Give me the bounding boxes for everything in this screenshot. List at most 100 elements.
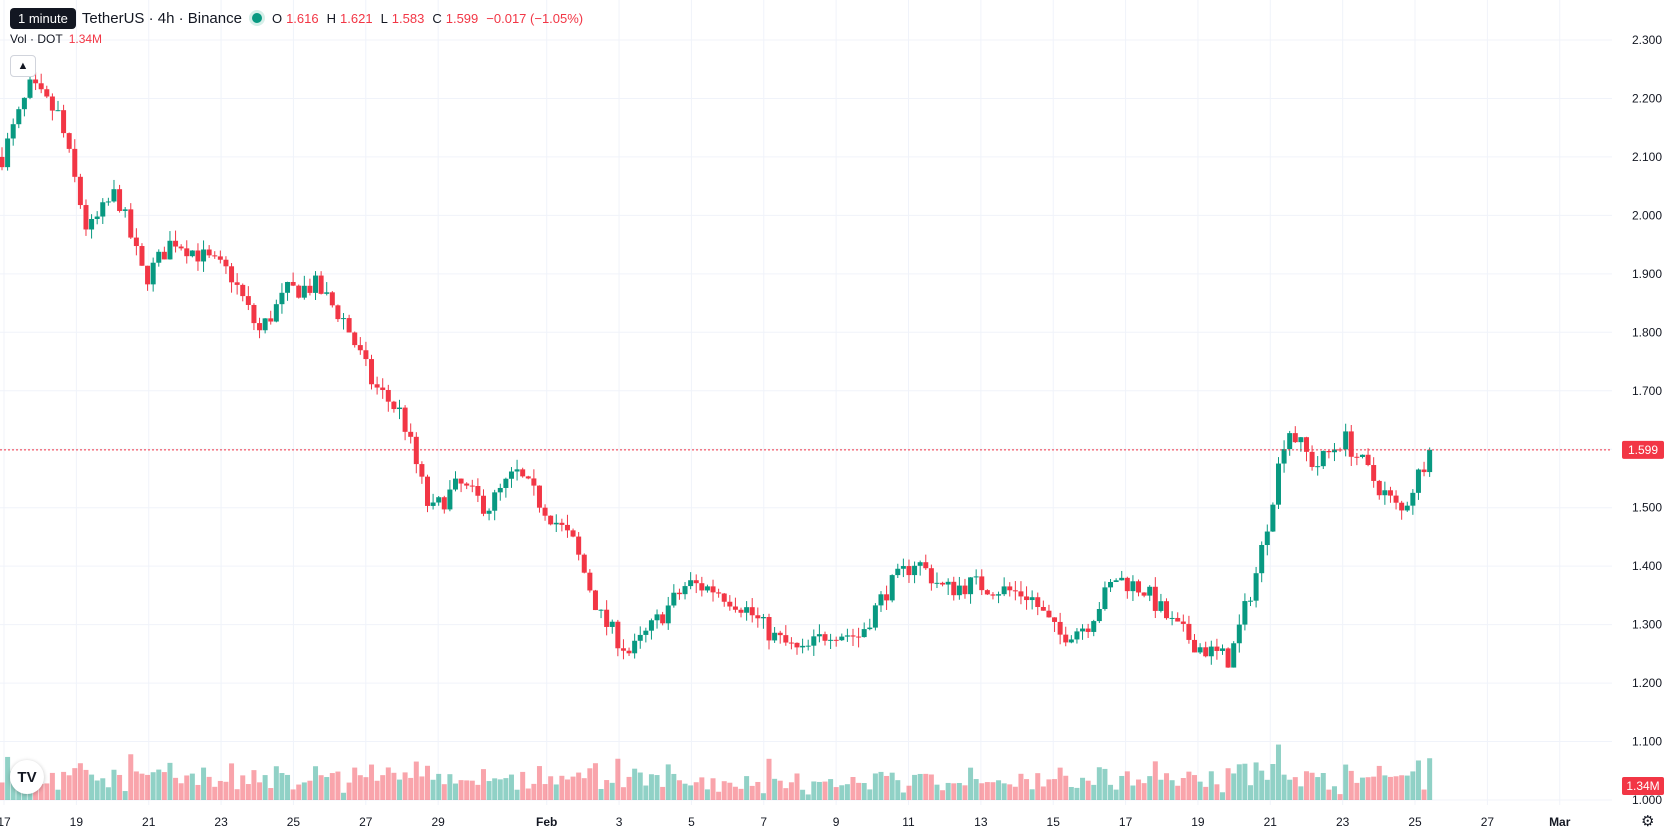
candle-body [38,83,44,90]
candle-body [514,469,520,472]
candle-body [1371,465,1377,481]
candle-body [223,259,229,267]
price-tick-label: 1.300 [1632,618,1662,632]
time-tick-label: 9 [833,815,840,829]
candle-body [33,79,39,84]
volume-bar [738,788,744,800]
volume-bar [173,777,179,800]
volume-bar [1343,764,1349,800]
volume-bar [1057,767,1063,800]
volume-bar [716,791,722,800]
volume-bar [867,789,873,800]
volume-bar [923,773,929,800]
candle-body [1421,469,1427,473]
candle-body [878,594,884,606]
candle-body [413,436,419,465]
candle-body [637,634,643,641]
candle-body [906,566,912,576]
volume-bar [1186,771,1192,800]
volume-bar [615,758,621,800]
candle-body [335,305,341,320]
candle-body [648,620,654,631]
candle-body [0,156,5,168]
candle-body [1382,490,1388,496]
volume-value: 1.34M [68,32,103,46]
volume-bar [800,789,806,800]
volume-bar [245,784,251,800]
candle-body [996,594,1002,596]
volume-bar [234,789,240,800]
time-tick-label: 19 [1191,815,1205,829]
candle-body [1024,596,1030,601]
volume-bar [525,788,531,800]
volume-bar [531,783,537,800]
volume-bar [744,776,750,800]
volume-bar [777,780,783,800]
volume-bar [301,782,307,800]
candle-body [1275,463,1281,505]
volume-bar [648,774,654,800]
volume-bar [1158,779,1164,800]
candle-body [341,318,347,320]
volume-bar [721,781,727,800]
volume-bar [38,783,44,800]
candle-body [1197,647,1203,653]
symbol-title[interactable]: TetherUS · 4h · Binance [81,9,242,27]
candle-body [385,389,391,402]
volume-bar [1063,775,1069,800]
candle-body [1399,502,1405,511]
volume-bar [1410,771,1416,800]
volume-bar [94,780,100,800]
volume-bar [755,781,761,800]
volume-bar [1399,775,1405,800]
volume-bar [1225,768,1231,800]
volume-bar [973,779,979,800]
candle-body [1387,490,1393,496]
candle-body [318,275,324,294]
candle-body [380,387,386,390]
volume-bar [55,789,61,800]
volume-bar [268,788,274,800]
time-tick-label: 19 [70,815,84,829]
candle-body [626,650,632,654]
volume-bar [984,782,990,800]
volume-bar [620,787,626,800]
candle-body [357,345,363,351]
candle-body [83,205,89,230]
volume-bar [257,782,263,800]
candle-body [1147,586,1153,596]
volume-bar [49,772,55,800]
candle-body [1007,586,1013,591]
volume-bar [699,777,705,800]
collapse-legend-button[interactable]: ▲ [10,55,36,77]
market-status-icon[interactable] [251,13,262,23]
candle-body [727,601,733,607]
candle-body [352,332,358,346]
volume-bar [341,792,347,800]
candle-body [1096,609,1102,622]
gear-icon[interactable]: ⚙ [1641,813,1655,830]
price-tick-label: 2.000 [1632,208,1662,222]
candle-body [1158,601,1164,611]
candle-body [1415,469,1421,493]
volume-bar [1220,792,1226,800]
candle-body [660,614,666,624]
tradingview-logo[interactable]: TV [10,760,44,794]
volume-bar [749,785,755,800]
candle-body [1259,545,1265,574]
price-tick-label: 2.200 [1632,91,1662,105]
price-tick-label: 1.700 [1632,384,1662,398]
volume-bar [704,789,710,800]
candle-body [1080,628,1086,632]
candle-body [1393,495,1399,503]
candle-body [1427,449,1433,473]
volume-bar [480,769,486,800]
candle-body [542,507,548,516]
volume-bar [89,774,95,800]
candle-body [408,431,414,437]
volume-bar [1242,763,1248,800]
volume-bar [189,773,195,800]
candle-body [1253,573,1259,601]
